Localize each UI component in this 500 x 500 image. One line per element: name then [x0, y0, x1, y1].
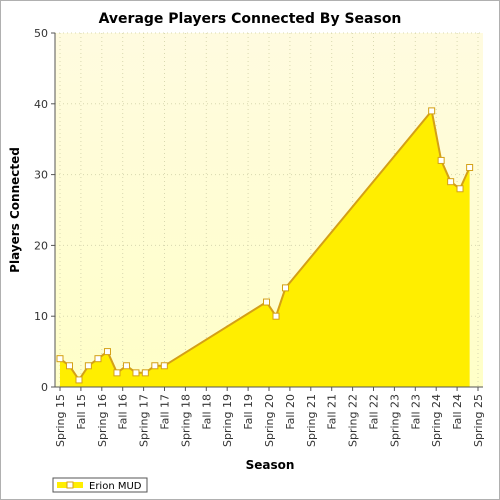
x-tick-label: Spring 17	[138, 394, 151, 447]
data-point	[160, 362, 168, 370]
x-axis-title: Season	[246, 458, 295, 472]
x-tick-label: Spring 15	[54, 394, 67, 447]
chart-title: Average Players Connected By Season	[99, 11, 402, 27]
y-tick-label: 10	[34, 310, 48, 323]
data-point	[141, 369, 149, 377]
data-point	[466, 164, 474, 172]
data-point	[428, 107, 436, 115]
legend-box	[52, 477, 148, 493]
data-point	[151, 362, 159, 370]
x-tick-label: Fall 22	[368, 394, 381, 430]
y-tick-label: 20	[34, 239, 48, 252]
data-point	[113, 369, 121, 377]
data-point	[282, 284, 290, 292]
data-point	[437, 156, 445, 164]
y-tick-label: 50	[34, 27, 48, 40]
x-tick-label: Spring 25	[472, 394, 485, 447]
x-tick-label: Fall 23	[409, 394, 422, 430]
y-tick-label: 0	[41, 381, 48, 394]
legend-label: Erion MUD	[89, 481, 142, 492]
data-point	[65, 362, 73, 370]
x-tick-label: Fall 16	[117, 394, 130, 430]
data-point	[122, 362, 130, 370]
y-tick-label: 40	[34, 98, 48, 111]
data-point	[132, 369, 140, 377]
data-point	[456, 185, 464, 193]
x-axis-ticks: Spring 15 Fall 15 Spring 16 Fall 16 Spring 1…	[54, 387, 485, 447]
x-tick-label: Spring 24	[430, 394, 443, 447]
y-tick-label: 30	[34, 169, 48, 182]
x-tick-label: Fall 19	[242, 394, 255, 430]
data-point	[56, 355, 64, 363]
data-point	[263, 298, 271, 306]
y-axis-ticks: 0 10 20 30 40 50	[34, 27, 55, 394]
x-tick-label: Fall 17	[159, 394, 172, 430]
data-point	[103, 348, 111, 356]
data-point	[447, 178, 455, 186]
y-axis-title: Players Connected	[8, 147, 22, 273]
x-tick-label: Fall 18	[200, 394, 213, 430]
x-tick-label: Spring 16	[96, 394, 109, 447]
x-tick-label: Fall 15	[75, 394, 88, 430]
x-tick-label: Spring 20	[263, 394, 276, 447]
x-tick-label: Fall 20	[284, 394, 297, 430]
x-tick-label: Spring 18	[179, 394, 192, 447]
legend-marker	[66, 481, 74, 489]
x-tick-label: Spring 22	[347, 394, 360, 447]
x-tick-label: Spring 19	[221, 394, 234, 447]
data-point	[272, 312, 280, 320]
x-tick-label: Spring 21	[305, 394, 318, 447]
series-area	[60, 110, 470, 388]
x-tick-label: Spring 23	[388, 394, 401, 447]
x-tick-label: Fall 21	[326, 394, 339, 430]
series-layer	[56, 107, 474, 388]
data-point	[84, 362, 92, 370]
data-point	[94, 355, 102, 363]
x-tick-label: Fall 24	[451, 394, 464, 430]
data-point	[75, 376, 83, 384]
legend: Erion MUD	[52, 477, 148, 493]
